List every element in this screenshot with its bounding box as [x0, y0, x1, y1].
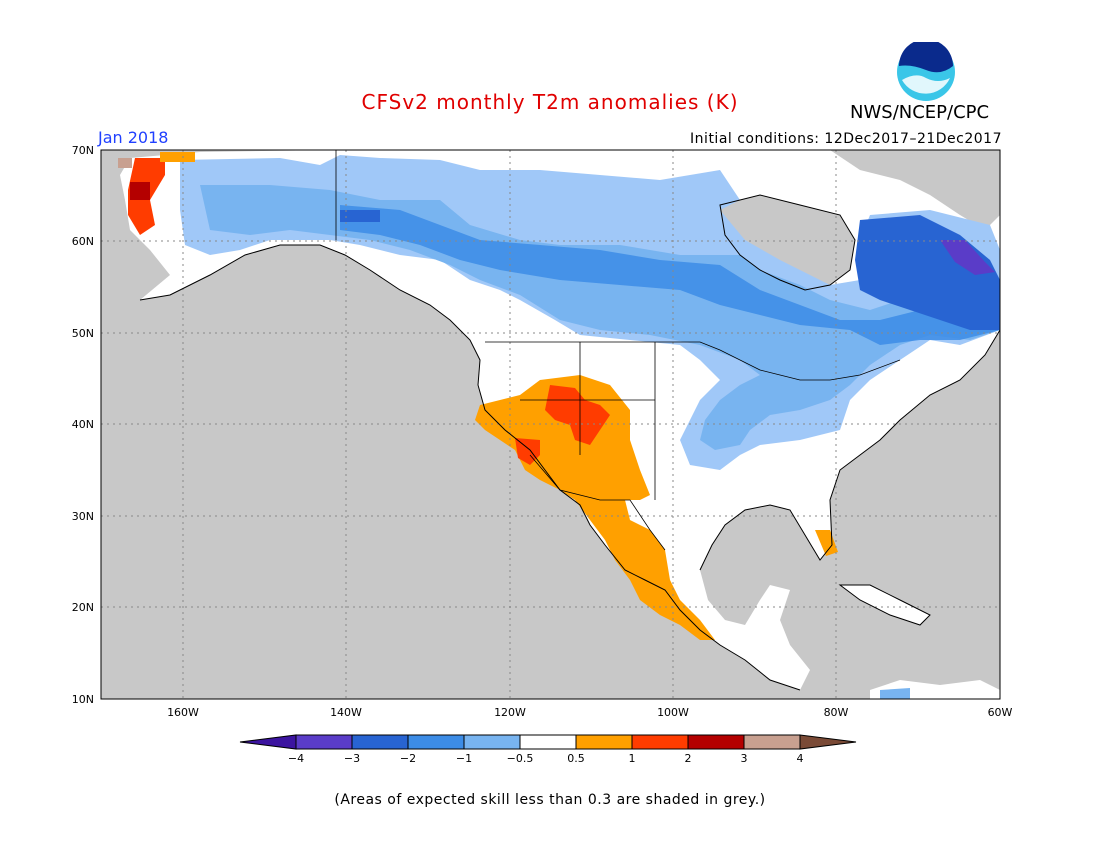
colorbar-tick-label: 0.5: [567, 752, 585, 765]
anomaly-blue: [200, 185, 1000, 450]
colorbar-swatch: [463, 734, 521, 750]
colorbar-swatch: [687, 734, 745, 750]
anomaly-blue2-canada: [340, 205, 1000, 345]
colorbar: −4 −3 −2 −1 −0.5 0.5 1 2 3 4: [239, 734, 857, 765]
map-frame: [100, 149, 1001, 700]
coastlines: [139, 194, 1001, 691]
lon-label: 140W: [330, 706, 362, 719]
colorbar-tick-label: −2: [400, 752, 416, 765]
arctic-grey-east: [830, 150, 1000, 230]
lat-label: 70N: [72, 144, 94, 157]
colorbar-tick-label: −0.5: [507, 752, 534, 765]
initial-conditions-label: Initial conditions: 12Dec2017–21Dec2017: [690, 131, 1002, 147]
lat-label: 60N: [72, 235, 94, 248]
lat-label: 10N: [72, 693, 94, 706]
anomaly-orange-alaska: [160, 152, 195, 162]
land-cuba: [840, 585, 930, 625]
colorbar-swatch: [743, 734, 801, 750]
anomaly-blue-south-america: [880, 688, 910, 699]
colorbar-tick-label: −1: [456, 752, 472, 765]
anomaly-brown-alaska: [118, 158, 132, 168]
colorbar-swatch: [575, 734, 633, 750]
lat-label: 20N: [72, 601, 94, 614]
colorbar-end-low: [239, 734, 297, 750]
colorbar-tick-label: 3: [741, 752, 748, 765]
latitude-axis: 70N 60N 50N 40N 30N 20N 10N: [72, 144, 94, 706]
month-label: Jan 2018: [98, 128, 169, 147]
longitude-axis: 160W 140W 120W 100W 80W 60W: [167, 706, 1012, 719]
skill-footnote: (Areas of expected skill less than 0.3 a…: [334, 792, 766, 808]
lon-label: 120W: [494, 706, 526, 719]
lon-label: 160W: [167, 706, 199, 719]
colorbar-tick-label: −3: [344, 752, 360, 765]
agency-label: NWS/NCEP/CPC: [850, 102, 990, 123]
lon-label: 100W: [657, 706, 689, 719]
lat-label: 40N: [72, 418, 94, 431]
colorbar-tick-label: 1: [629, 752, 636, 765]
political-borders: [335, 150, 901, 551]
anomaly-red-arizona: [515, 438, 540, 465]
anomaly-orange-florida: [815, 530, 838, 556]
anomaly-blue3-arctic: [340, 210, 380, 222]
lon-label: 60W: [988, 706, 1013, 719]
graticule: [101, 150, 1000, 699]
colorbar-swatch: [351, 734, 409, 750]
anomaly-darkred-alaska: [130, 182, 150, 200]
map-fill: [101, 150, 1000, 699]
anomaly-purple-labrador: [940, 240, 995, 275]
colorbar-swatch: [519, 734, 577, 750]
noaa-logo: [897, 42, 955, 101]
colorbar-tick-label: 4: [797, 752, 804, 765]
hudson-bay: [720, 195, 855, 290]
colorbar-tick-label: −4: [288, 752, 304, 765]
colorbar-swatch: [631, 734, 689, 750]
chart-title: CFSv2 monthly T2m anomalies (K): [361, 90, 739, 114]
colorbar-swatch: [407, 734, 465, 750]
lat-label: 30N: [72, 510, 94, 523]
colorbar-tick-label: 2: [685, 752, 692, 765]
colorbar-end-high: [799, 734, 857, 750]
lat-label: 50N: [72, 327, 94, 340]
colorbar-swatch: [295, 734, 353, 750]
lon-label: 80W: [824, 706, 849, 719]
